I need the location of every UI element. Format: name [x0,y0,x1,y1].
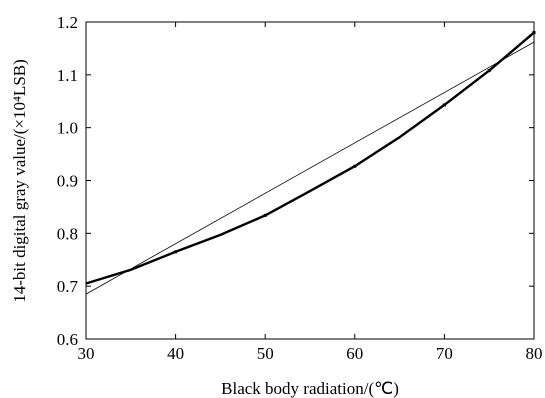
linear-fit-line [85,41,535,295]
x-tick-label: 80 [526,344,543,363]
y-tick-label: 1.1 [57,66,78,85]
plot-frame [85,21,535,340]
marker-layer [174,31,536,254]
y-tick-label: 1.2 [57,13,78,32]
data-point-marker [487,69,491,73]
y-axis-label: 14-bit digital gray value/(×10⁴LSB) [10,59,29,303]
y-tick-label: 0.9 [57,172,78,191]
data-point-marker [532,31,536,35]
x-axis-label: Black body radiation/(℃) [221,379,399,398]
y-tick-label: 1.0 [57,119,78,138]
tick-labels: 30 40 50 60 70 80 0.6 0.7 0.8 0.9 1.0 1.1 1.2 [57,13,543,363]
x-tick-label: 40 [167,344,184,363]
x-tick-label: 70 [436,344,453,363]
data-point-marker [442,103,446,107]
data-point-marker [263,213,267,217]
x-tick-label: 60 [346,344,363,363]
x-tick-label: 30 [78,344,95,363]
y-tick-label: 0.6 [57,330,78,349]
data-point-marker [353,164,357,168]
data-point-marker [174,250,178,254]
plot-area [85,21,536,340]
series-layer [85,31,535,295]
measured-curve [85,31,535,285]
y-tick-label: 0.8 [57,224,78,243]
x-tick-label: 50 [257,344,274,363]
y-tick-label: 0.7 [57,277,79,296]
axis-ticks [85,21,535,340]
